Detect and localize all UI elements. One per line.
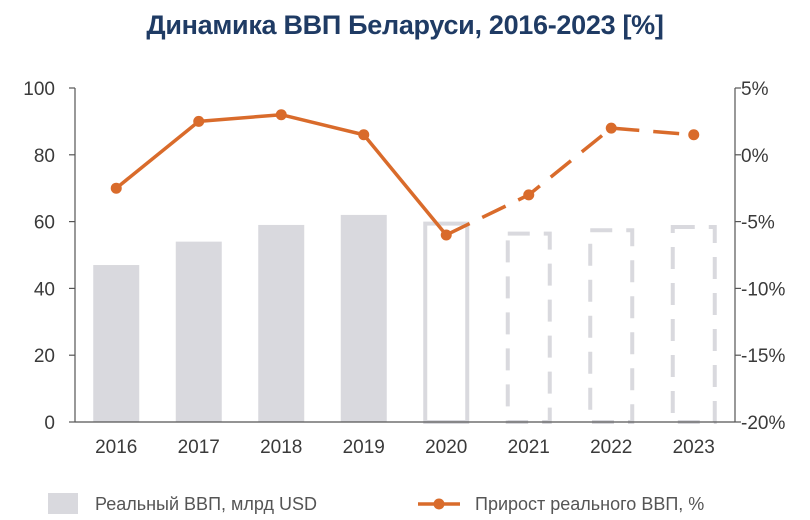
growth-line-forecast xyxy=(445,126,694,237)
bar-2021 xyxy=(505,231,552,424)
x-tick-label: 2017 xyxy=(178,437,220,458)
growth-point-2016 xyxy=(110,182,122,194)
x-tick-label: 2023 xyxy=(673,437,715,458)
x-tick-label: 2018 xyxy=(260,437,302,458)
growth-point-2023 xyxy=(688,129,700,141)
right-tick-label: -10% xyxy=(741,279,785,300)
bar-2023 xyxy=(670,224,717,424)
growth-line-actual xyxy=(115,112,448,237)
growth-point-2019 xyxy=(358,129,370,141)
x-tick-label: 2019 xyxy=(343,437,385,458)
bar-2017 xyxy=(175,241,222,422)
growth-point-2018 xyxy=(275,109,287,121)
x-tick-label: 2021 xyxy=(508,437,550,458)
right-tick-label: 0% xyxy=(741,146,769,167)
left-tick-label: 20 xyxy=(34,346,55,367)
x-tick-label: 2020 xyxy=(425,437,467,458)
x-tick-label: 2016 xyxy=(95,437,137,458)
left-tick-label: 40 xyxy=(34,279,55,300)
x-tick-label: 2022 xyxy=(590,437,632,458)
legend-line-marker xyxy=(433,498,445,510)
growth-point-2017 xyxy=(193,115,205,127)
growth-point-2020 xyxy=(440,229,452,241)
bar-2019 xyxy=(340,214,387,422)
chart-title: Динамика ВВП Беларуси, 2016-2023 [%] xyxy=(146,10,664,40)
right-tick-label: -5% xyxy=(741,213,775,234)
bar-2016 xyxy=(93,265,140,422)
right-tick-label: 5% xyxy=(741,79,769,100)
growth-point-2021 xyxy=(523,189,535,201)
right-tick-label: -15% xyxy=(741,346,785,367)
right-tick-label: -20% xyxy=(741,413,785,434)
legend-line-label: Прирост реального ВВП, % xyxy=(475,494,704,514)
bar-2022 xyxy=(588,228,635,424)
left-tick-label: 100 xyxy=(23,79,55,100)
bar-2020 xyxy=(423,221,470,424)
bar-2018 xyxy=(258,224,305,422)
legend-bar-swatch xyxy=(48,493,78,514)
growth-point-2022 xyxy=(605,122,617,134)
legend-bar-label: Реальный ВВП, млрд USD xyxy=(95,494,317,514)
left-tick-label: 0 xyxy=(44,413,55,434)
left-tick-label: 60 xyxy=(34,213,55,234)
left-tick-label: 80 xyxy=(34,146,55,167)
